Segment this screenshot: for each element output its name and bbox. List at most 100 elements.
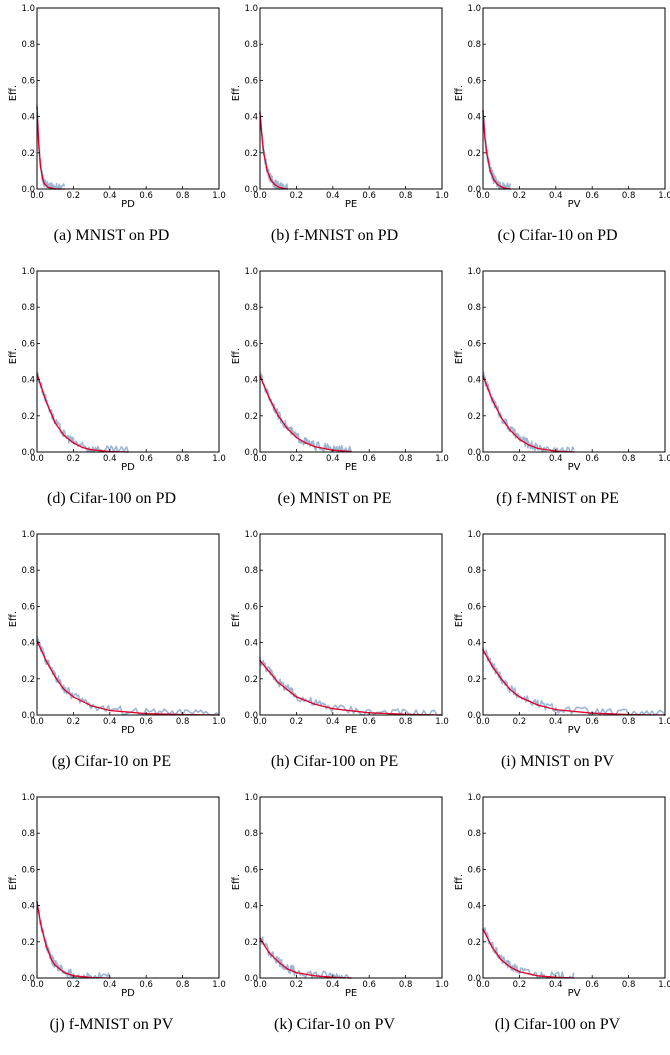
- noise-band-k: [259, 936, 351, 979]
- fit-curve-d: [36, 373, 129, 453]
- y-axis-label-f: Eff.: [454, 348, 465, 364]
- x-axis-label-d: PD: [121, 462, 135, 473]
- y-tick-label-h-0: 0.0: [244, 711, 258, 721]
- y-tick-label-h-5: 1.0: [244, 530, 258, 540]
- chart-svg-f: 0.0 0.2 0.4 0.6 0.8 1.0 0.0 0.2 0.4 0.6 0.8 1.0 PV Ef…: [454, 267, 670, 473]
- y-tick-label-a-5: 1.0: [21, 4, 35, 14]
- data-point-d-1: [45, 400, 47, 403]
- y-tick-label-k-3: 0.6: [244, 865, 258, 875]
- data-point-e-1: [268, 396, 270, 399]
- x-tick-label-f-2: 0.4: [549, 454, 563, 464]
- data-point-l-2: [500, 959, 502, 961]
- y-tick-label-g-4: 0.8: [21, 566, 35, 576]
- data-point-k-3: [286, 968, 289, 970]
- x-tick-label-i-4: 0.8: [622, 717, 636, 727]
- plot-frame-a: [36, 7, 220, 190]
- chart-panel-i: 0.0 0.2 0.4 0.6 0.8 1.0 0.0 0.2 0.4 0.6 0.8 1.0 PV Ef…: [446, 526, 670, 789]
- fit-curve-j: [36, 901, 110, 979]
- fit-curve-a: [36, 107, 65, 190]
- caption-e: (e) MNIST on PE: [277, 490, 392, 507]
- chart-panel-j: 0.0 0.2 0.4 0.6 0.8 1.0 0.0 0.2 0.4 0.6 0.8 1.0 PD Ef…: [0, 789, 226, 1052]
- x-tick-label-f-3: 0.6: [585, 454, 599, 464]
- data-point-b-1: [261, 133, 263, 136]
- data-point-i-3: [509, 688, 512, 691]
- plot-frame-h: [259, 533, 443, 716]
- y-tick-label-l-3: 0.6: [467, 865, 481, 875]
- y-tick-label-b-4: 0.8: [244, 40, 258, 50]
- x-tick-label-l-5: 1.0: [658, 980, 670, 990]
- chart-svg-k: 0.0 0.2 0.4 0.6 0.8 1.0 0.0 0.2 0.4 0.6 0.8 1.0 PE Ef…: [231, 793, 449, 999]
- data-point-f-5: [527, 443, 530, 446]
- data-point-f-1: [491, 398, 493, 401]
- y-tick-label-c-3: 0.6: [467, 76, 481, 86]
- caption-k: (k) Cifar-10 on PV: [274, 1016, 395, 1033]
- data-point-b-7: [281, 187, 283, 189]
- data-point-h-1: [268, 670, 270, 673]
- x-tick-label-a-2: 0.4: [103, 191, 117, 201]
- y-tick-label-b-2: 0.4: [244, 113, 258, 123]
- x-axis-label-b: PE: [345, 199, 357, 210]
- data-point-j-2: [45, 944, 47, 947]
- caption-f: (f) f-MNIST on PE: [496, 490, 619, 507]
- data-point-a-1: [38, 144, 40, 147]
- data-point-h-3: [286, 688, 289, 691]
- y-tick-label-l-0: 0.0: [467, 974, 481, 984]
- y-tick-label-e-2: 0.4: [244, 376, 258, 386]
- data-point-d-2: [54, 422, 56, 424]
- x-tick-label-l-3: 0.6: [585, 980, 599, 990]
- plot-frame-d: [36, 270, 220, 453]
- chart-svg-l: 0.0 0.2 0.4 0.6 0.8 1.0 0.0 0.2 0.4 0.6 0.8 1.0 PV Ef…: [454, 793, 670, 999]
- x-tick-label-j-2: 0.4: [103, 980, 117, 990]
- x-tick-label-l-2: 0.4: [549, 980, 563, 990]
- x-tick-label-e-2: 0.4: [326, 454, 340, 464]
- y-tick-label-h-4: 0.8: [244, 566, 258, 576]
- plot-frame-i: [482, 533, 666, 716]
- y-tick-label-j-1: 0.2: [21, 938, 35, 948]
- x-tick-label-b-3: 0.6: [362, 191, 376, 201]
- x-axis-label-h: PE: [345, 725, 357, 736]
- x-tick-label-g-1: 0.2: [67, 717, 81, 727]
- data-point-g-3: [63, 688, 66, 691]
- noise-band-a: [36, 104, 66, 190]
- data-point-h-2: [277, 681, 279, 684]
- fit-curve-i: [482, 649, 666, 716]
- data-point-e-2: [277, 415, 279, 417]
- data-point-k-2: [277, 960, 279, 963]
- x-tick-label-c-2: 0.4: [549, 191, 563, 201]
- y-tick-label-l-2: 0.4: [467, 902, 481, 912]
- y-tick-label-d-4: 0.8: [21, 303, 35, 313]
- data-point-c-5: [496, 183, 499, 186]
- x-tick-label-h-4: 0.8: [399, 717, 413, 727]
- x-axis-label-l: PV: [568, 988, 581, 999]
- data-point-f-3: [509, 429, 512, 432]
- data-point-e-5: [304, 442, 307, 444]
- caption-a: (a) MNIST on PD: [53, 227, 170, 244]
- data-point-h-5: [313, 703, 316, 705]
- data-point-i-4: [518, 696, 521, 698]
- data-point-c-2: [485, 152, 488, 154]
- y-tick-label-h-3: 0.6: [244, 602, 258, 612]
- y-tick-label-h-1: 0.2: [244, 675, 258, 685]
- x-tick-label-i-1: 0.2: [513, 717, 527, 727]
- plot-frame-k: [259, 796, 443, 979]
- x-tick-label-a-4: 0.8: [176, 191, 190, 201]
- x-axis-label-c: PV: [568, 199, 581, 210]
- data-point-j-1: [39, 922, 42, 925]
- y-tick-label-g-1: 0.2: [21, 675, 35, 685]
- data-point-f-2: [500, 416, 502, 419]
- noise-band-g: [36, 635, 220, 716]
- y-tick-label-a-4: 0.8: [21, 40, 35, 50]
- y-tick-label-b-0: 0.0: [244, 185, 258, 195]
- data-point-j-4: [54, 964, 56, 967]
- x-tick-label-g-2: 0.4: [103, 717, 117, 727]
- y-tick-label-c-1: 0.2: [467, 149, 481, 159]
- y-axis-label-d: Eff.: [8, 348, 19, 364]
- data-point-d-6: [90, 449, 93, 451]
- data-point-j-3: [50, 959, 53, 961]
- x-tick-label-i-2: 0.4: [549, 717, 563, 727]
- data-point-b-5: [273, 183, 276, 186]
- x-tick-label-e-5: 1.0: [435, 454, 449, 464]
- x-tick-label-d-0: 0.0: [30, 454, 44, 464]
- data-point-l-3: [509, 966, 512, 968]
- data-point-e-6: [313, 445, 316, 448]
